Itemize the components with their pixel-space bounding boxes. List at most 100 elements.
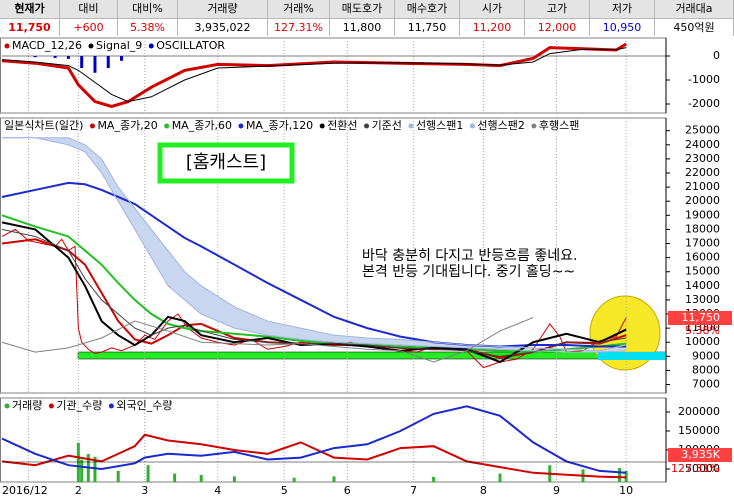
highlight-band	[598, 352, 666, 360]
y-tick-label: 10000	[685, 335, 720, 348]
y-tick-label: 23000	[685, 152, 720, 165]
quote-header: 시가	[460, 0, 524, 19]
x-tick-label: 6	[344, 484, 351, 497]
legend-label: 거래량	[12, 399, 42, 412]
legend-label: MA_종가,60	[172, 119, 232, 132]
legend-label: 외국인_수량	[116, 399, 172, 412]
quote-column: 시가 11,200	[460, 0, 525, 36]
quote-header: 매도호가	[330, 0, 394, 19]
legend-label: 선행스팬2	[477, 119, 524, 132]
legend-dot	[89, 123, 95, 129]
x-tick-label: 2	[75, 484, 82, 497]
value-tag: 127.31%	[671, 462, 720, 475]
quote-header: 저가	[590, 0, 654, 19]
legend-dot	[164, 123, 170, 129]
y-tick-label: -2000	[688, 97, 720, 110]
bar	[66, 56, 70, 59]
quote-header: 고가	[525, 0, 589, 19]
quote-value: +600	[73, 21, 104, 34]
quote-value: 5.38%	[130, 21, 165, 34]
quote-header: 현재가	[0, 0, 59, 19]
quote-value: 12,000	[537, 21, 577, 34]
legend-dot	[108, 403, 114, 409]
y-tick-label: 17000	[685, 237, 720, 250]
legend-label: 후행스팬	[539, 119, 579, 132]
quote-column: 매수호가 11,750	[395, 0, 460, 36]
y-tick-label: 50000	[685, 462, 720, 475]
value-tag: 5.38%	[685, 324, 720, 337]
quote-column: 매도호가 11,800	[330, 0, 395, 36]
legend-label: 기준선	[372, 119, 402, 132]
legend-label: 선행스팬1	[416, 119, 463, 132]
legend-label: 기관_수량	[56, 399, 102, 412]
legend-dot	[148, 43, 154, 49]
legend-label: 전환선	[327, 119, 357, 132]
legend-dot	[238, 123, 244, 129]
legend-dot	[469, 123, 475, 129]
quote-header: 거래량	[178, 0, 267, 19]
note: 바닥 충분히 다지고 반등흐름 좋네요.	[362, 248, 577, 264]
y-tick-label: 24000	[685, 138, 720, 151]
legend-dot	[4, 43, 10, 49]
series-line	[2, 137, 627, 352]
legend-dot	[408, 123, 414, 129]
series-line	[1, 221, 627, 364]
quote-value: 11,800	[342, 21, 382, 34]
x-tick-label: 4	[214, 484, 221, 497]
legend-label: Signal_9	[96, 39, 142, 52]
bar	[93, 456, 97, 482]
quote-column: 저가 10,950	[590, 0, 655, 36]
series-line	[1, 214, 627, 354]
bar	[432, 476, 436, 482]
x-tick-label: 9	[553, 484, 560, 497]
bar	[80, 56, 84, 68]
bar	[232, 476, 236, 482]
legend-label: MACD_12,26	[12, 39, 82, 52]
bar	[116, 470, 120, 482]
y-tick-label: 25000	[685, 124, 720, 137]
series-line	[1, 317, 534, 363]
bar	[292, 477, 296, 482]
value-tag-bg	[668, 311, 732, 325]
x-tick-label: 10	[619, 484, 633, 497]
quote-value: 11,750	[407, 21, 447, 34]
y-tick-label: 22000	[685, 166, 720, 179]
legend-dot	[531, 123, 537, 129]
legend-label: MA_종가,20	[97, 119, 157, 132]
quote-column: 현재가 11,750	[0, 0, 60, 36]
quote-header: 거래%	[268, 0, 329, 19]
y-tick-label: 14000	[685, 279, 720, 292]
value-tag: 3,935K	[681, 448, 720, 461]
y-tick-label: 16000	[685, 251, 720, 264]
y-tick-label: 13000	[685, 293, 720, 306]
legend-dot	[88, 43, 94, 49]
bar	[146, 465, 150, 482]
quote-column: 거래량 3,935,022	[178, 0, 268, 36]
note: 본격 반등 기대됩니다. 중기 홀딩~~	[362, 264, 575, 280]
chart: 0 -1000 -2000 MACD_12,26 Signal_9 OSCILLATOR 7…	[0, 36, 734, 499]
bar	[93, 56, 97, 73]
bar	[618, 468, 622, 482]
bar	[173, 473, 177, 482]
quote-column: 대비% 5.38%	[118, 0, 178, 36]
legend-dot	[364, 123, 370, 129]
quote-header: 대비%	[118, 0, 177, 19]
y-tick-label: 15000	[685, 265, 720, 278]
support-band	[77, 351, 667, 360]
series-line	[1, 405, 627, 474]
bar	[498, 473, 502, 482]
bar	[53, 56, 57, 58]
tag-box	[157, 142, 295, 184]
y-tick-label: 150000	[678, 424, 720, 437]
y-tick-label: 21000	[685, 180, 720, 193]
tag-box-label: [홈캐스트]	[186, 152, 266, 173]
quote-value: 127.31%	[274, 21, 323, 34]
x-tick-label: 7	[410, 484, 417, 497]
series-line	[1, 228, 627, 357]
bar	[76, 442, 80, 482]
legend-dot	[4, 403, 10, 409]
quote-column: 거래대a 450억원	[655, 0, 734, 36]
series-line	[2, 137, 627, 353]
value-tag: 11,750	[682, 311, 721, 324]
